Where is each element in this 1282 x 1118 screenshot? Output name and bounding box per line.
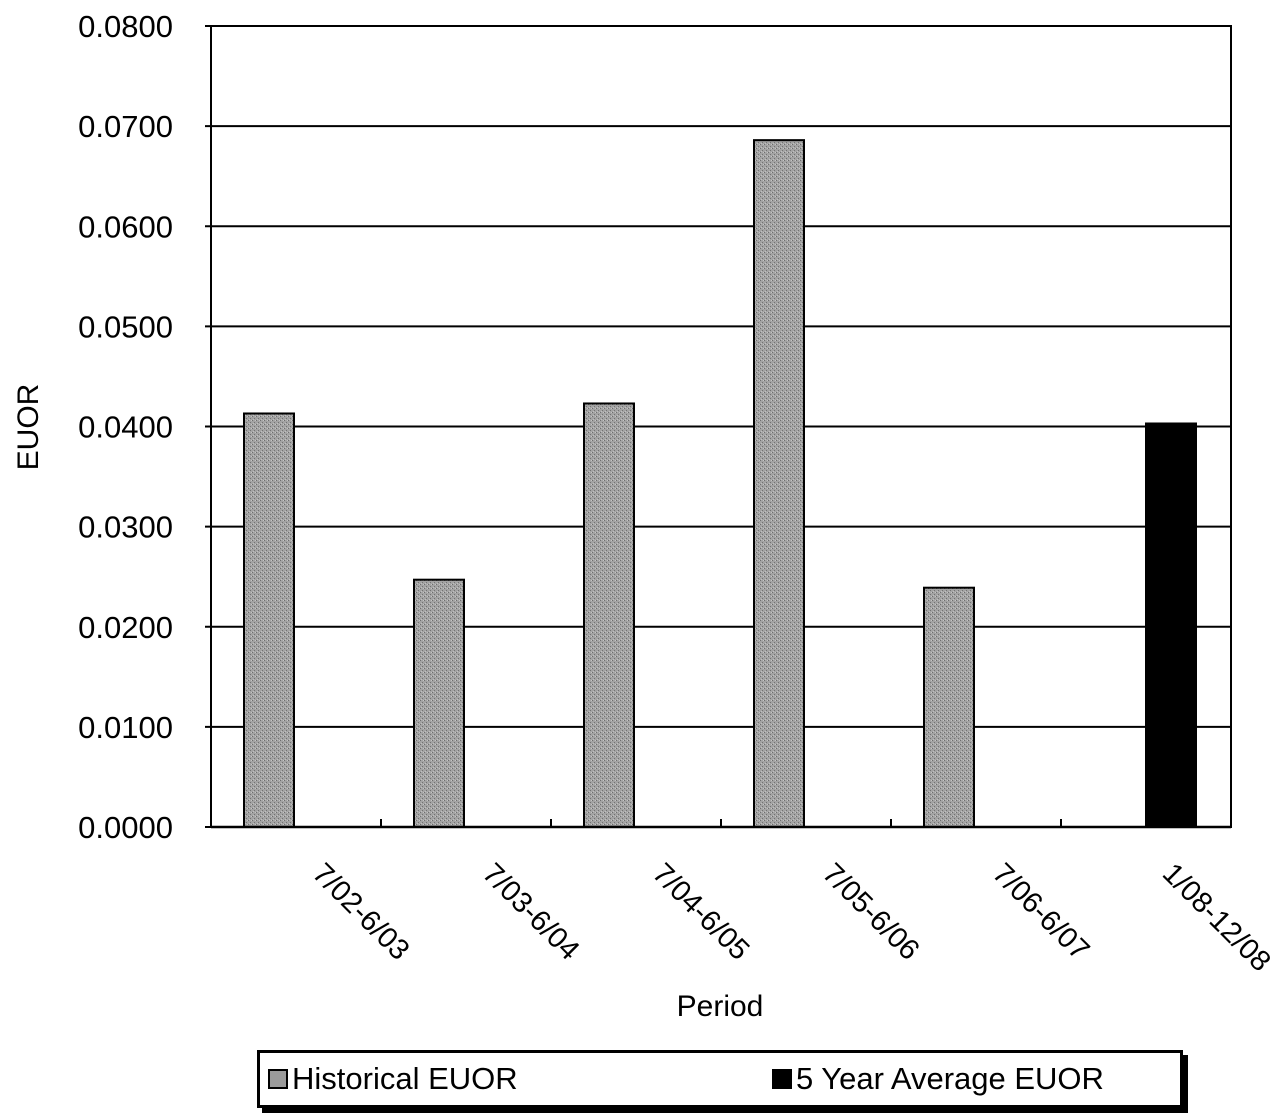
x-tick-label: 7/06-6/07 <box>986 857 1095 966</box>
legend-item-average: 5 Year Average EUOR <box>772 1061 1104 1097</box>
bar-historical-0 <box>243 412 295 828</box>
legend-label-average: 5 Year Average EUOR <box>796 1061 1104 1096</box>
y-tick-label: 0.0300 <box>78 510 173 545</box>
bar-average-5 <box>1145 422 1197 828</box>
bar-historical-4 <box>923 586 975 828</box>
y-tick-label: 0.0000 <box>78 810 173 845</box>
bar-historical-2 <box>583 402 635 828</box>
x-tick-label: 7/04-6/05 <box>646 857 755 966</box>
bar-historical-1 <box>413 578 465 828</box>
x-axis-label: Period <box>677 990 764 1023</box>
legend-label-historical: Historical EUOR <box>292 1061 518 1096</box>
legend-swatch-historical <box>268 1069 288 1089</box>
x-tick-label: 7/05-6/06 <box>816 857 925 966</box>
y-tick-label: 0.0100 <box>78 710 173 745</box>
y-tick-label: 0.0500 <box>78 309 173 344</box>
y-tick-label: 0.0800 <box>78 9 173 44</box>
x-tick-label: 7/03-6/04 <box>476 857 585 966</box>
bar-historical-3 <box>753 139 805 828</box>
y-tick-label: 0.0400 <box>78 410 173 445</box>
legend: Historical EUOR 5 Year Average EUOR <box>257 1050 1183 1108</box>
x-tick-label: 1/08-12/08 <box>1156 857 1277 978</box>
bar-chart: 0.0000 0.0100 0.0200 0.0300 0.0400 0.0500 0.06… <box>12 9 1277 1023</box>
y-tick-label: 0.0700 <box>78 109 173 144</box>
y-tick-label: 0.0600 <box>78 209 173 244</box>
y-axis-label: EUOR <box>12 384 45 471</box>
x-tick-label: 7/02-6/03 <box>306 857 415 966</box>
legend-swatch-average <box>772 1069 792 1089</box>
legend-item-historical: Historical EUOR <box>268 1061 518 1097</box>
y-tick-label: 0.0200 <box>78 610 173 645</box>
